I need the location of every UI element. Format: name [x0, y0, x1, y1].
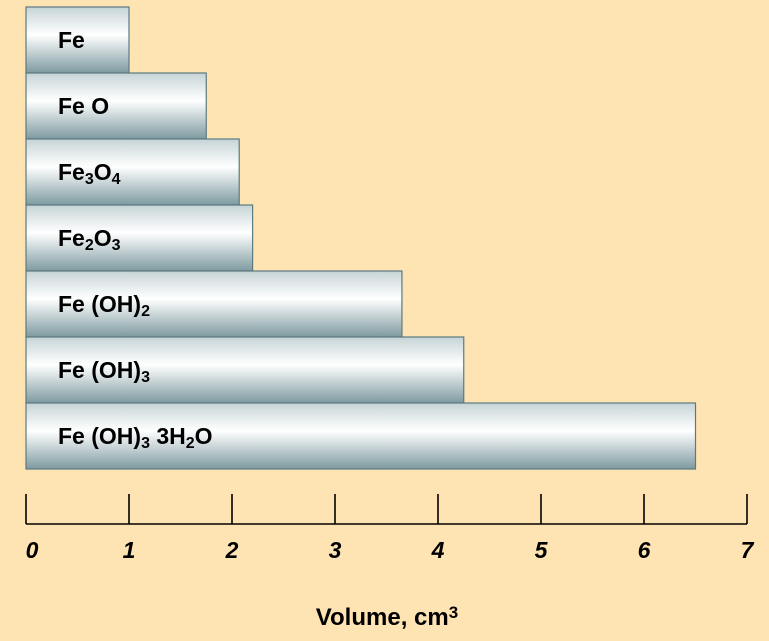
x-tick-label-1: 1 [123, 537, 136, 563]
x-tick-label-2: 2 [225, 537, 239, 563]
x-axis: 0 1 2 3 4 5 6 7 [25, 494, 755, 563]
x-tick-label-3: 3 [329, 537, 342, 563]
bar-label-fe2o3: Fe2O3 [58, 225, 121, 254]
bar-fe [25, 6, 130, 74]
bar-feoh2 [25, 270, 403, 338]
bar-label-feoh3-3h2o: Fe (OH)3 3H2O [58, 423, 213, 452]
bar-label-fe: Fe [58, 27, 85, 53]
x-tick-label-5: 5 [535, 537, 549, 563]
x-tick-label-4: 4 [431, 537, 445, 563]
bar-feoh3 [25, 336, 465, 404]
x-tick-label-0: 0 [26, 537, 39, 563]
x-axis-title: Volume, cm3 [316, 603, 458, 631]
bar-label-feoh2: Fe (OH)2 [58, 291, 150, 320]
bar-feo [25, 72, 207, 140]
x-tick-label-7: 7 [741, 537, 755, 563]
bar-feoh3-3h2o [25, 402, 697, 470]
bar-label-feo: Fe O [58, 93, 109, 119]
bar-label-feoh3: Fe (OH)3 [58, 357, 150, 386]
bar-label-fe3o4: Fe3O4 [58, 159, 121, 188]
bar-fe2o3 [25, 204, 254, 272]
x-tick-label-6: 6 [638, 537, 651, 563]
bars-group: Fe Fe O Fe3O4 Fe2O3 Fe (OH)2 Fe (OH)3 Fe (OH)3… [25, 6, 697, 470]
